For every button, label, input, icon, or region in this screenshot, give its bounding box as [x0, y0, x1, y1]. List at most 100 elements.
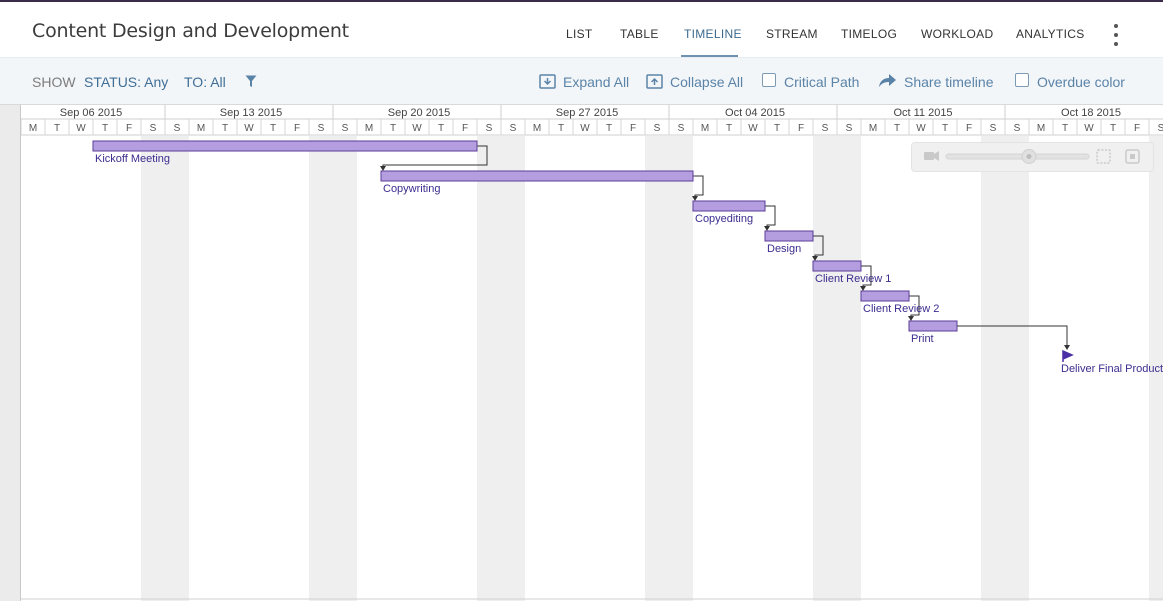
- tab-stream[interactable]: STREAM: [766, 27, 818, 41]
- dependency-connector: [765, 205, 776, 229]
- weekend-column: [837, 136, 861, 601]
- tab-workload[interactable]: WORKLOAD: [921, 27, 994, 41]
- critical-path-checkbox[interactable]: [762, 73, 776, 87]
- milestone-flag-icon[interactable]: [1062, 349, 1074, 362]
- week-label: Sep 27 2015: [556, 107, 618, 119]
- zoom-slider-handle[interactable]: [1021, 149, 1037, 164]
- task-bar[interactable]: [380, 170, 694, 182]
- task-bar[interactable]: [908, 320, 958, 332]
- day-letter: T: [606, 123, 612, 134]
- day-letter: T: [558, 123, 564, 134]
- dependency-connector: [693, 175, 704, 199]
- day-letter: T: [102, 123, 108, 134]
- day-letter: S: [174, 123, 181, 134]
- filter-icon[interactable]: [245, 75, 257, 88]
- day-letter: T: [1062, 123, 1068, 134]
- weekend-column: [1005, 136, 1029, 601]
- top-accent-line: [0, 0, 1163, 2]
- connector-arrowhead: [692, 196, 698, 201]
- week-label: Sep 20 2015: [388, 107, 450, 119]
- day-letter: W: [76, 123, 86, 134]
- day-letter: T: [1110, 123, 1116, 134]
- assignee-filter[interactable]: TO: All: [184, 74, 226, 90]
- day-letter: T: [390, 123, 396, 134]
- tab-table[interactable]: TABLE: [620, 27, 659, 41]
- milestone-connector: [957, 325, 1068, 347]
- collapse-all-icon[interactable]: [646, 72, 663, 89]
- task-bar[interactable]: [812, 260, 862, 272]
- day-letter: T: [894, 123, 900, 134]
- collapse-all-button[interactable]: Collapse All: [670, 74, 744, 90]
- tab-timeline[interactable]: TIMELINE: [684, 27, 742, 41]
- day-letter: T: [774, 123, 780, 134]
- day-letter: F: [294, 123, 300, 134]
- day-letter: F: [966, 123, 972, 134]
- day-letter: F: [462, 123, 468, 134]
- day-letter: M: [869, 123, 877, 134]
- day-letter: F: [126, 123, 132, 134]
- milestone-label[interactable]: Deliver Final Product: [1061, 363, 1163, 375]
- day-letter: W: [580, 123, 590, 134]
- task-label[interactable]: Kickoff Meeting: [95, 153, 170, 165]
- task-bar[interactable]: [764, 230, 814, 242]
- gantt-left-gutter: [0, 105, 21, 601]
- weekend-column: [477, 136, 501, 601]
- day-letter: W: [748, 123, 758, 134]
- day-letter: S: [486, 123, 493, 134]
- task-label[interactable]: Client Review 2: [863, 303, 939, 315]
- day-letter: M: [197, 123, 205, 134]
- day-letter: T: [438, 123, 444, 134]
- day-letter: S: [846, 123, 853, 134]
- status-filter[interactable]: STATUS: Any: [84, 74, 169, 90]
- week-label: Oct 18 2015: [1061, 107, 1121, 119]
- weekend-column: [813, 136, 837, 601]
- week-label: Oct 11 2015: [893, 107, 952, 119]
- video-icon[interactable]: [924, 151, 939, 161]
- day-letter: W: [244, 123, 254, 134]
- share-timeline-button[interactable]: Share timeline: [904, 74, 994, 90]
- day-letter: T: [222, 123, 228, 134]
- day-letter: T: [942, 123, 948, 134]
- day-letter: W: [412, 123, 422, 134]
- task-bar[interactable]: [860, 290, 910, 302]
- weekend-column: [333, 136, 357, 601]
- zoom-slider-track[interactable]: [945, 153, 1090, 160]
- fullscreen-icon[interactable]: [1125, 149, 1140, 164]
- tab-timelog[interactable]: TIMELOG: [841, 27, 898, 41]
- day-letter: S: [654, 123, 661, 134]
- share-icon[interactable]: [878, 73, 897, 88]
- day-letter: W: [916, 123, 926, 134]
- day-letter: T: [270, 123, 276, 134]
- day-letter: M: [701, 123, 709, 134]
- day-letter: S: [990, 123, 997, 134]
- day-letter: F: [798, 123, 804, 134]
- fit-to-screen-icon[interactable]: [1096, 149, 1111, 164]
- day-letter: M: [533, 123, 541, 134]
- more-options-icon[interactable]: [1112, 24, 1120, 50]
- active-tab-indicator: [681, 55, 738, 57]
- connector-arrowhead: [380, 166, 386, 171]
- task-label[interactable]: Copywriting: [383, 183, 440, 195]
- task-label[interactable]: Client Review 1: [815, 273, 891, 285]
- connector-arrowhead: [908, 316, 914, 321]
- critical-path-label[interactable]: Critical Path: [784, 74, 860, 90]
- weekend-column: [645, 136, 669, 601]
- header: Content Design and Development LIST TABL…: [0, 2, 1163, 57]
- tab-list[interactable]: LIST: [566, 27, 593, 41]
- weekend-column: [669, 136, 693, 601]
- task-label[interactable]: Copyediting: [695, 213, 753, 225]
- expand-all-button[interactable]: Expand All: [563, 74, 630, 90]
- tab-analytics[interactable]: ANALYTICS: [1016, 27, 1085, 41]
- day-letter: S: [678, 123, 685, 134]
- connector-arrowhead: [812, 256, 818, 261]
- day-letter: S: [1158, 123, 1163, 134]
- task-label[interactable]: Print: [911, 333, 934, 345]
- task-bar[interactable]: [92, 140, 478, 152]
- task-label[interactable]: Design: [767, 243, 801, 255]
- expand-all-icon[interactable]: [539, 72, 556, 89]
- task-bar[interactable]: [692, 200, 766, 212]
- day-letter: T: [54, 123, 60, 134]
- overdue-color-label[interactable]: Overdue color: [1037, 74, 1125, 90]
- overdue-color-checkbox[interactable]: [1015, 73, 1029, 87]
